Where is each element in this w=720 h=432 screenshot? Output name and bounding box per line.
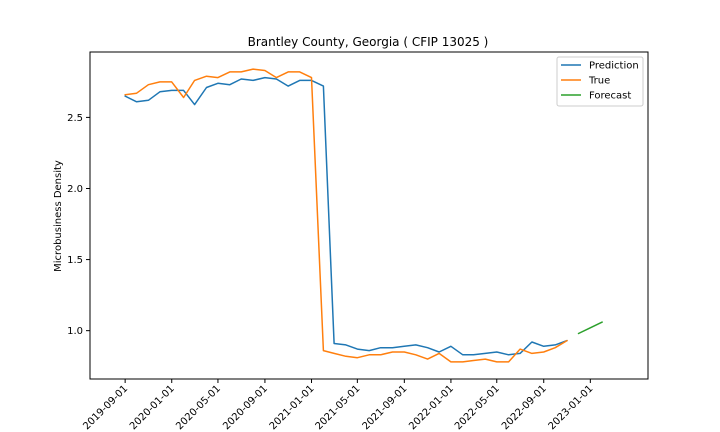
x-tick-label: 2021-09-01 (361, 383, 410, 432)
x-tick-label: 2021-01-01 (268, 383, 317, 432)
x-axis-ticks: 2019-09-012020-01-012020-05-012020-09-01… (81, 379, 595, 432)
x-tick-label: 2020-09-01 (221, 383, 270, 432)
x-tick-label: 2022-09-01 (500, 383, 549, 432)
x-tick-label: 2022-01-01 (407, 383, 456, 432)
series-line-forecast (577, 321, 603, 335)
x-tick-label: 2022-05-01 (453, 383, 502, 432)
plot-frame (89, 51, 649, 380)
series-line-prediction (124, 76, 568, 356)
legend-label-prediction: Prediction (589, 61, 639, 72)
legend-label-forecast: Forecast (589, 91, 631, 102)
y-tick-label: 2.5 (67, 113, 83, 124)
legend-label-true: True (588, 76, 610, 87)
y-axis-ticks: 1.0 1.5 2.0 2.5 (67, 113, 90, 337)
series-line-true (124, 68, 568, 363)
y-axis-label: Microbusiness Density (53, 160, 64, 272)
x-tick-label: 2020-05-01 (174, 383, 223, 432)
series-group (124, 68, 603, 363)
x-tick-label: 2021-05-01 (314, 383, 363, 432)
legend-box (556, 56, 644, 107)
y-tick-label: 2.0 (67, 184, 83, 195)
y-tick-label: 1.5 (67, 255, 83, 266)
x-tick-label: 2019-09-01 (81, 383, 130, 432)
legend: Prediction True Forecast (556, 56, 644, 107)
y-tick-label: 1.0 (67, 326, 83, 337)
x-tick-label: 2020-01-01 (128, 383, 177, 432)
chart-title: Brantley County, Georgia ( CFIP 13025 ) (248, 35, 489, 49)
x-tick-label: 2023-01-01 (547, 383, 596, 432)
